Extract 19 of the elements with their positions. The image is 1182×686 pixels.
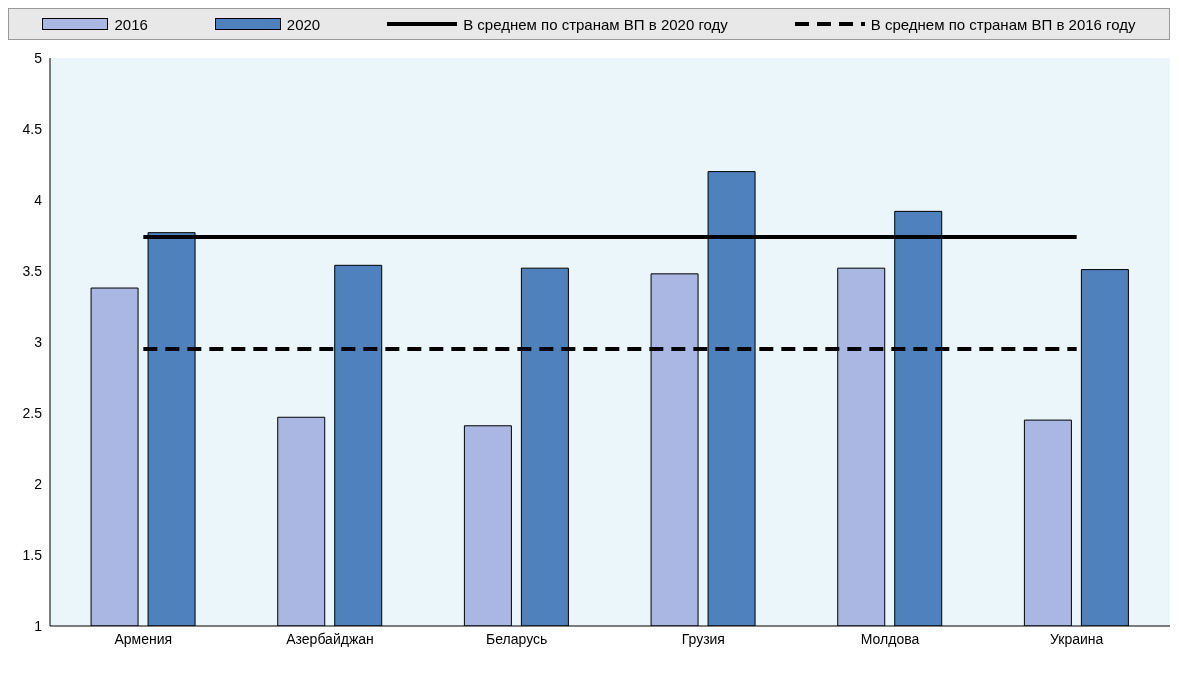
x-tick-label: Грузия (681, 630, 725, 647)
legend-label: 2020 (286, 15, 321, 33)
legend-label: В среднем по странам ВП в 2020 году (463, 15, 728, 33)
y-tick-label: 3 (34, 333, 43, 350)
x-tick-label: Армения (114, 630, 173, 647)
x-tick-label: Украина (1050, 630, 1104, 647)
y-tick-label: 1.5 (22, 546, 43, 563)
y-tick-label: 2.5 (22, 404, 43, 421)
y-tick-label: 2 (34, 475, 43, 492)
x-tick-label: Азербайджан (286, 630, 374, 647)
x-tick-label: Молдова (860, 630, 920, 647)
y-tick-label: 4 (34, 191, 43, 208)
x-tick-label: Беларусь (486, 630, 548, 647)
y-tick-label: 5 (34, 49, 43, 66)
y-tick-label: 1 (34, 617, 43, 634)
y-tick-label: 3.5 (22, 262, 43, 279)
legend-label: 2016 (114, 15, 148, 33)
y-tick-label: 4.5 (22, 120, 43, 137)
legend-label: В среднем по странам ВП в 2016 году (870, 15, 1136, 33)
